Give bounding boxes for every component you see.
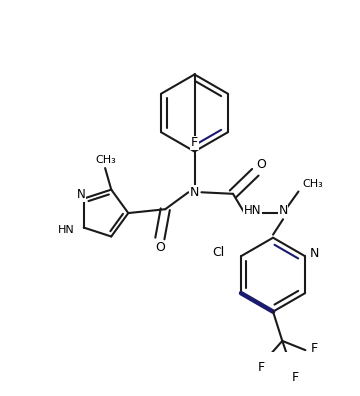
Text: O: O <box>257 158 266 171</box>
Text: N: N <box>310 248 319 261</box>
Text: HN: HN <box>243 204 261 217</box>
Text: Cl: Cl <box>212 246 224 259</box>
Text: N: N <box>278 204 288 217</box>
Text: HN: HN <box>58 225 75 235</box>
Text: N: N <box>77 188 86 201</box>
Text: CH₃: CH₃ <box>95 155 116 166</box>
Text: F: F <box>311 342 318 355</box>
Text: O: O <box>155 241 165 254</box>
Text: F: F <box>292 371 299 384</box>
Text: CH₃: CH₃ <box>302 179 323 189</box>
Text: F: F <box>258 361 265 374</box>
Text: F: F <box>191 137 198 150</box>
Text: N: N <box>190 186 199 199</box>
